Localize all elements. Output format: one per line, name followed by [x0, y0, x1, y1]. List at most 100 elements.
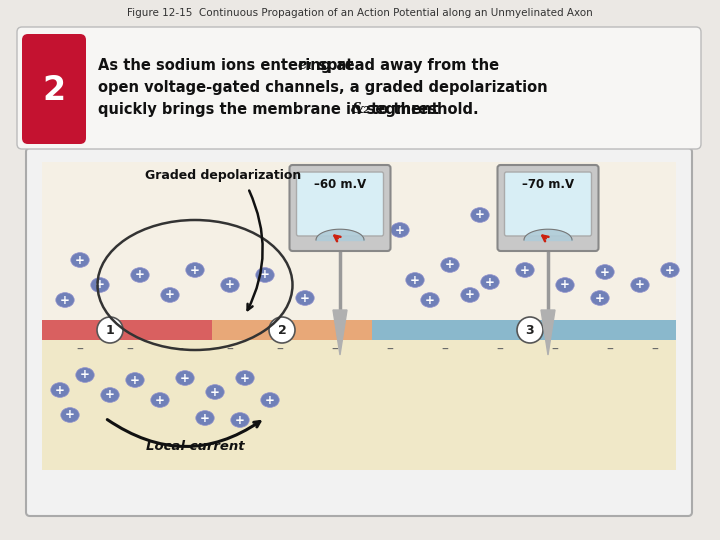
- Text: quickly brings the membrane in segment: quickly brings the membrane in segment: [98, 102, 444, 117]
- Text: +: +: [75, 253, 85, 267]
- Text: +: +: [465, 288, 475, 301]
- Text: –: –: [276, 343, 284, 357]
- Ellipse shape: [261, 393, 279, 407]
- Text: –: –: [606, 343, 613, 357]
- Text: +: +: [595, 292, 605, 305]
- Polygon shape: [541, 310, 555, 355]
- Bar: [372, 320, 676, 340]
- Text: –: –: [332, 343, 338, 357]
- Bar: [212, 320, 372, 340]
- Ellipse shape: [661, 262, 679, 278]
- Text: +: +: [210, 386, 220, 399]
- Text: –: –: [652, 343, 658, 357]
- Text: +: +: [635, 279, 645, 292]
- Text: Figure 12-15  Continuous Propagation of an Action Potential along an Unmyelinate: Figure 12-15 Continuous Propagation of a…: [127, 8, 593, 18]
- Ellipse shape: [71, 253, 89, 267]
- Ellipse shape: [441, 258, 459, 272]
- Text: –: –: [127, 343, 133, 357]
- Ellipse shape: [176, 370, 194, 386]
- Ellipse shape: [196, 410, 215, 426]
- Text: &₂: &₂: [351, 102, 371, 116]
- Text: 2: 2: [278, 323, 287, 336]
- Ellipse shape: [206, 384, 224, 400]
- Text: 2: 2: [42, 75, 66, 107]
- Text: +: +: [395, 224, 405, 237]
- Text: +: +: [235, 414, 245, 427]
- Text: +: +: [600, 266, 610, 279]
- Text: +: +: [425, 294, 435, 307]
- Text: +: +: [80, 368, 90, 381]
- Text: +: +: [130, 374, 140, 387]
- Ellipse shape: [91, 278, 109, 292]
- Ellipse shape: [131, 268, 149, 282]
- Ellipse shape: [221, 278, 239, 292]
- Text: As the sodium ions entering at: As the sodium ions entering at: [98, 58, 359, 73]
- Circle shape: [269, 317, 295, 343]
- FancyBboxPatch shape: [26, 148, 692, 516]
- Text: –: –: [76, 343, 84, 357]
- Text: +: +: [265, 394, 275, 407]
- Ellipse shape: [406, 273, 424, 287]
- Text: +: +: [300, 292, 310, 305]
- Text: –60 m.V: –60 m.V: [314, 178, 366, 191]
- Text: +: +: [180, 372, 190, 384]
- Text: 1: 1: [106, 323, 114, 336]
- Text: +: +: [105, 388, 115, 402]
- Ellipse shape: [101, 388, 120, 402]
- Bar: [42, 340, 676, 470]
- Text: Graded depolarization: Graded depolarization: [145, 168, 301, 181]
- Text: +: +: [445, 259, 455, 272]
- Polygon shape: [333, 310, 347, 355]
- Text: open voltage-gated channels, a graded depolarization: open voltage-gated channels, a graded de…: [98, 80, 548, 95]
- FancyBboxPatch shape: [297, 172, 384, 236]
- Text: +: +: [135, 268, 145, 281]
- Text: –: –: [176, 343, 184, 357]
- Ellipse shape: [471, 208, 489, 222]
- Text: +: +: [260, 268, 270, 281]
- Ellipse shape: [420, 293, 439, 307]
- Ellipse shape: [391, 222, 409, 238]
- Ellipse shape: [76, 368, 94, 382]
- Ellipse shape: [461, 288, 480, 302]
- Text: +: +: [410, 273, 420, 287]
- Text: –: –: [552, 343, 559, 357]
- Text: +: +: [240, 372, 250, 384]
- Text: e₁: e₁: [298, 58, 314, 72]
- Ellipse shape: [56, 293, 74, 307]
- Ellipse shape: [516, 262, 534, 278]
- Text: spread away from the: spread away from the: [313, 58, 499, 73]
- Text: +: +: [475, 208, 485, 221]
- Ellipse shape: [150, 393, 169, 407]
- FancyBboxPatch shape: [505, 172, 592, 236]
- Ellipse shape: [596, 265, 614, 279]
- Bar: [42, 320, 212, 340]
- Ellipse shape: [481, 275, 499, 289]
- FancyBboxPatch shape: [289, 165, 390, 251]
- Text: –: –: [497, 343, 503, 357]
- Text: +: +: [95, 279, 105, 292]
- Circle shape: [517, 317, 543, 343]
- Ellipse shape: [236, 370, 254, 386]
- Circle shape: [97, 317, 123, 343]
- Ellipse shape: [296, 291, 314, 305]
- Text: +: +: [485, 275, 495, 288]
- Text: –: –: [441, 343, 449, 357]
- Ellipse shape: [60, 408, 79, 422]
- Text: +: +: [55, 383, 65, 396]
- Text: +: +: [520, 264, 530, 276]
- Text: +: +: [165, 288, 175, 301]
- FancyBboxPatch shape: [498, 165, 598, 251]
- FancyBboxPatch shape: [17, 27, 701, 149]
- Text: +: +: [200, 411, 210, 424]
- Text: +: +: [560, 279, 570, 292]
- Ellipse shape: [51, 383, 69, 397]
- Text: Local current: Local current: [145, 440, 244, 453]
- Bar: [42, 162, 676, 320]
- Text: +: +: [225, 279, 235, 292]
- Ellipse shape: [126, 373, 144, 387]
- Text: +: +: [665, 264, 675, 276]
- Text: +: +: [65, 408, 75, 422]
- Text: to threshold.: to threshold.: [366, 102, 479, 117]
- Text: +: +: [60, 294, 70, 307]
- Ellipse shape: [186, 262, 204, 278]
